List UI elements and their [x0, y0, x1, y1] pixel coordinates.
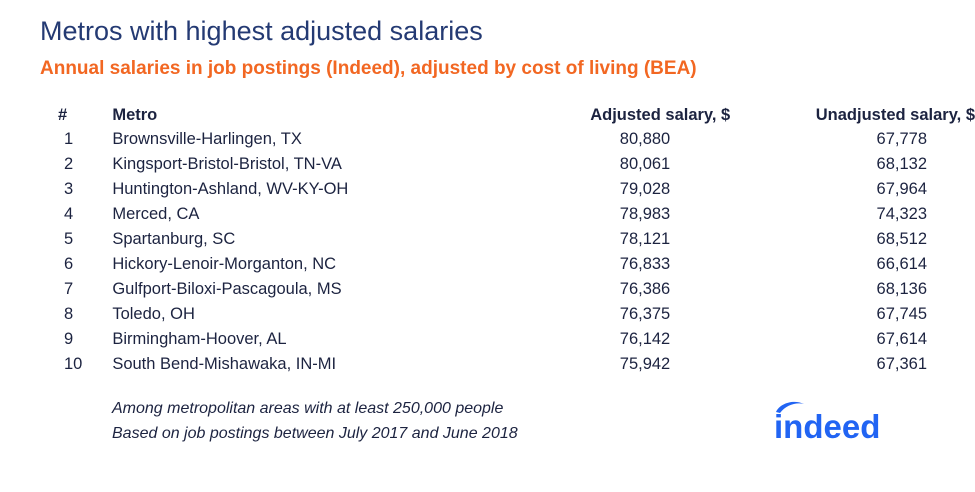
header-metro: Metro	[112, 105, 158, 124]
table-header-row: # Metro Adjusted salary, $ Unadjusted sa…	[52, 103, 975, 127]
metro-cell: Spartanburg, SC	[112, 230, 236, 248]
metro-cell: Gulfport-Biloxi-Pascagoula, MS	[112, 280, 342, 298]
logo-swoosh	[776, 401, 804, 413]
table-row: 1 Brownsville-Harlingen, TX 80,880 67,778	[52, 127, 975, 152]
rank-cell: 6	[64, 255, 74, 273]
chart-subtitle: Annual salaries in job postings (Indeed)…	[40, 58, 697, 79]
table-row: 3 Huntington-Ashland, WV-KY-OH 79,028 67,96…	[52, 177, 975, 202]
rank-cell: 2	[64, 155, 74, 173]
rank-cell: 9	[64, 330, 74, 348]
table-row: 5 Spartanburg, SC 78,121 68,512	[52, 227, 975, 252]
adjusted-salary-cell: 76,142	[619, 330, 671, 348]
adjusted-salary-cell: 76,833	[619, 255, 671, 273]
header-adjusted-salary: Adjusted salary, $	[590, 105, 731, 124]
adjusted-salary-cell: 78,983	[619, 205, 671, 223]
unadjusted-salary-cell: 68,136	[876, 280, 927, 298]
unadjusted-salary-cell: 67,614	[876, 330, 927, 348]
adjusted-salary-cell: 75,942	[619, 355, 671, 373]
table-row: 8 Toledo, OH 76,375 67,745	[52, 302, 975, 327]
rank-cell: 5	[64, 230, 74, 248]
adjusted-salary-cell: 76,386	[619, 280, 671, 298]
table-row: 9 Birmingham-Hoover, AL 76,142 67,614	[52, 327, 975, 352]
metro-cell: Brownsville-Harlingen, TX	[112, 130, 302, 148]
metro-cell: Toledo, OH	[112, 305, 195, 323]
rank-cell: 8	[64, 305, 74, 323]
table-row: 6 Hickory-Lenoir-Morganton, NC 76,833 66,61…	[52, 252, 975, 277]
adjusted-salary-cell: 78,121	[619, 230, 671, 248]
table-row: 10 South Bend-Mishawaka, IN-MI 75,942 67,36…	[52, 352, 975, 377]
unadjusted-salary-cell: 68,512	[876, 230, 927, 248]
chart-title: Metros with highest adjusted salaries	[40, 16, 483, 46]
unadjusted-salary-cell: 67,964	[876, 180, 927, 198]
table-row: 7 Gulfport-Biloxi-Pascagoula, MS 76,386 68,…	[52, 277, 975, 302]
table-body: 1 Brownsville-Harlingen, TX 80,880 67,778 2 K…	[52, 127, 975, 377]
metro-cell: Birmingham-Hoover, AL	[112, 330, 287, 348]
metro-cell: Merced, CA	[112, 205, 200, 223]
footnote-date-range: Based on job postings between July 2017 …	[112, 425, 518, 442]
table-row: 4 Merced, CA 78,983 74,323	[52, 202, 975, 227]
header-unadjusted-salary: Unadjusted salary, $	[815, 105, 975, 124]
logo-text: indeed	[774, 408, 880, 445]
rank-cell: 10	[64, 355, 83, 373]
rank-cell: 1	[64, 130, 74, 148]
rank-cell: 7	[64, 280, 74, 298]
rank-cell: 3	[64, 180, 74, 198]
indeed-logo: indeed	[774, 401, 880, 445]
adjusted-salary-cell: 79,028	[619, 180, 671, 198]
salary-table: # Metro Adjusted salary, $ Unadjusted sa…	[52, 103, 975, 377]
metro-cell: Hickory-Lenoir-Morganton, NC	[112, 255, 337, 273]
adjusted-salary-cell: 80,061	[619, 155, 671, 173]
unadjusted-salary-cell: 74,323	[876, 205, 927, 223]
header-rank: #	[58, 105, 68, 124]
unadjusted-salary-cell: 67,361	[876, 355, 927, 373]
adjusted-salary-cell: 76,375	[619, 305, 671, 323]
unadjusted-salary-cell: 67,778	[876, 130, 927, 148]
footnote-population: Among metropolitan areas with at least 2…	[112, 400, 504, 417]
metro-cell: Huntington-Ashland, WV-KY-OH	[112, 180, 349, 198]
metro-cell: Kingsport-Bristol-Bristol, TN-VA	[112, 155, 342, 173]
unadjusted-salary-cell: 66,614	[876, 255, 927, 273]
unadjusted-salary-cell: 68,132	[876, 155, 927, 173]
unadjusted-salary-cell: 67,745	[876, 305, 927, 323]
adjusted-salary-cell: 80,880	[619, 130, 671, 148]
metro-cell: South Bend-Mishawaka, IN-MI	[112, 355, 337, 373]
rank-cell: 4	[64, 205, 74, 223]
table-row: 2 Kingsport-Bristol-Bristol, TN-VA 80,061 6…	[52, 152, 975, 177]
